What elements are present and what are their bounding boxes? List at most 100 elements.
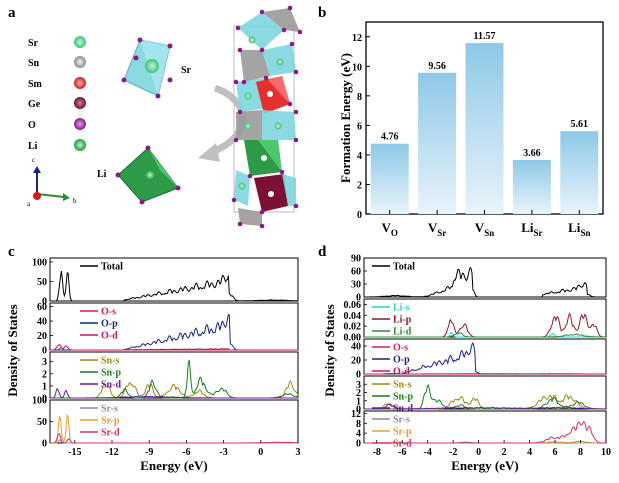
legend-ball-sn (74, 56, 86, 68)
axis-a-label: a (27, 200, 31, 208)
dos-line (50, 315, 298, 350)
panel-label-a: a (8, 5, 16, 21)
y-tick-label: 8 (357, 92, 362, 103)
y-tick-label: 6 (357, 121, 362, 132)
legend-ball-sr (74, 36, 86, 48)
legend-label-o: O (28, 120, 36, 131)
bar-value-label: 5.61 (571, 119, 589, 130)
category-subscript: O (391, 228, 398, 238)
legend-label: O-p (393, 355, 410, 366)
dos-line (50, 389, 298, 398)
legend-label-ge: Ge (28, 99, 41, 110)
x-tick-label: -9 (145, 447, 153, 458)
legend-label: Li-p (393, 315, 412, 326)
x-tick-label: -2 (449, 447, 457, 458)
bar-value-label: 9.56 (428, 61, 446, 72)
x-tick-label: 10 (601, 447, 611, 458)
crystal-structure (232, 6, 303, 229)
sr-site-label: Sr (181, 65, 192, 76)
x-category-label: LiSn (568, 220, 590, 238)
x-tick-label: 3 (296, 447, 301, 458)
legend-label: O-d (101, 331, 118, 342)
y-tick-label: 20 (37, 331, 47, 342)
y-tick-label: 0.06 (344, 300, 362, 311)
y-tick-label: 10 (352, 62, 362, 73)
y-tick-label: 2 (357, 180, 362, 191)
axis-origin-icon (33, 192, 41, 200)
dos-line (50, 271, 298, 301)
legend-label: O-s (101, 307, 116, 318)
category-main: Li (568, 220, 581, 235)
element-legend: Sr Sn Sm Ge O Li (28, 36, 86, 152)
legend-label: Sr-p (101, 416, 120, 427)
y-tick-label: 4 (357, 151, 362, 162)
x-tick-label: 0 (476, 447, 481, 458)
li-polyhedron (116, 146, 181, 205)
x-category-label: VO (381, 220, 397, 238)
legend-ball-ge (74, 97, 86, 109)
axis-b-label: b (73, 197, 77, 205)
legend-label: Total (101, 262, 123, 273)
panel-label-c: c (8, 244, 15, 260)
y-tick-label: 50 (37, 417, 47, 428)
x-tick-label: -6 (398, 447, 406, 458)
legend-ball-li (74, 139, 86, 151)
legend-ball-sm (74, 77, 86, 89)
y-tick-label: 50 (37, 277, 47, 288)
bar (513, 160, 551, 214)
sr-polyhedron (122, 38, 173, 99)
y-tick-label: 60 (37, 302, 47, 313)
legend-ball-o (74, 118, 86, 130)
bar (466, 43, 504, 214)
legend-label: Sn-p (101, 368, 121, 379)
legend-label: Sn-p (393, 392, 413, 403)
x-tick-label: 0 (258, 447, 263, 458)
y-tick-label: 100 (32, 396, 47, 407)
x-category-label: VSn (475, 220, 494, 238)
y-tick-label: 100 (32, 257, 47, 268)
legend-label-sm: Sm (28, 79, 43, 90)
x-tick-label: 8 (578, 447, 583, 458)
y-tick-label: 30 (351, 280, 361, 291)
legend-label: O-p (101, 319, 118, 330)
bar (371, 144, 409, 214)
legend-label: Total (393, 262, 415, 273)
axis-c-label: c (32, 156, 35, 164)
structure-panel: Sr Sn Sm Ge O Li c a b (27, 6, 302, 229)
y-tick-label: 12 (352, 33, 362, 44)
category-main: Li (521, 220, 534, 235)
y-tick-label: 90 (351, 254, 361, 265)
y-tick-label: 0.02 (344, 322, 362, 333)
y-tick-label: 40 (37, 317, 47, 328)
y-axis-title: Density of States (5, 304, 20, 396)
category-subscript: Sn (580, 228, 590, 238)
y-tick-label: 0 (42, 439, 47, 450)
legend-label: Sn-s (393, 380, 411, 391)
y-axis-title: Formation Energy (eV) (338, 53, 353, 183)
x-tick-label: 6 (553, 447, 558, 458)
legend-label: Sr-p (393, 427, 412, 438)
y-tick-label: 3 (356, 380, 361, 391)
panel-label-b: b (318, 5, 326, 21)
x-tick-label: -15 (68, 447, 81, 458)
x-category-label: LiSr (521, 220, 542, 238)
subplot-frame (50, 303, 298, 350)
category-subscript: Sr (534, 228, 543, 238)
y-tick-label: 20 (351, 356, 361, 367)
legend-label-sn: Sn (28, 58, 40, 69)
y-axis-title: Density of States (322, 304, 337, 396)
y-tick-label: 12 (351, 409, 361, 420)
x-tick-label: -8 (373, 447, 381, 458)
